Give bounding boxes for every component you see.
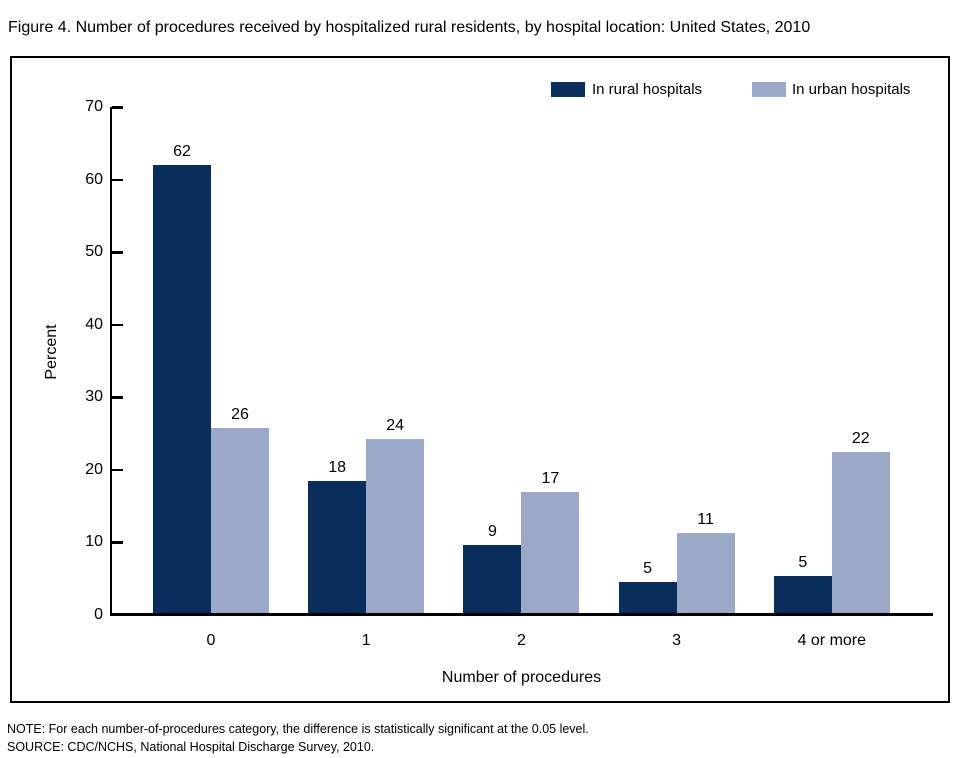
figure-title: Figure 4. Number of procedures received … — [8, 19, 811, 36]
footnotes: NOTE: For each number-of-procedures cate… — [7, 721, 589, 756]
legend-label-rural: In rural hospitals — [592, 81, 703, 98]
x-axis-title: Number of procedures — [441, 669, 602, 686]
chart-frame — [10, 56, 950, 703]
legend-label-urban: In urban hospitals — [792, 81, 911, 98]
note-text: NOTE: For each number-of-procedures cate… — [7, 722, 589, 736]
y-axis-title: Percent — [43, 324, 60, 380]
legend-swatch-rural — [551, 82, 585, 97]
legend-swatch-urban — [752, 82, 786, 97]
source-text: SOURCE: CDC/NCHS, National Hospital Disc… — [7, 739, 375, 754]
